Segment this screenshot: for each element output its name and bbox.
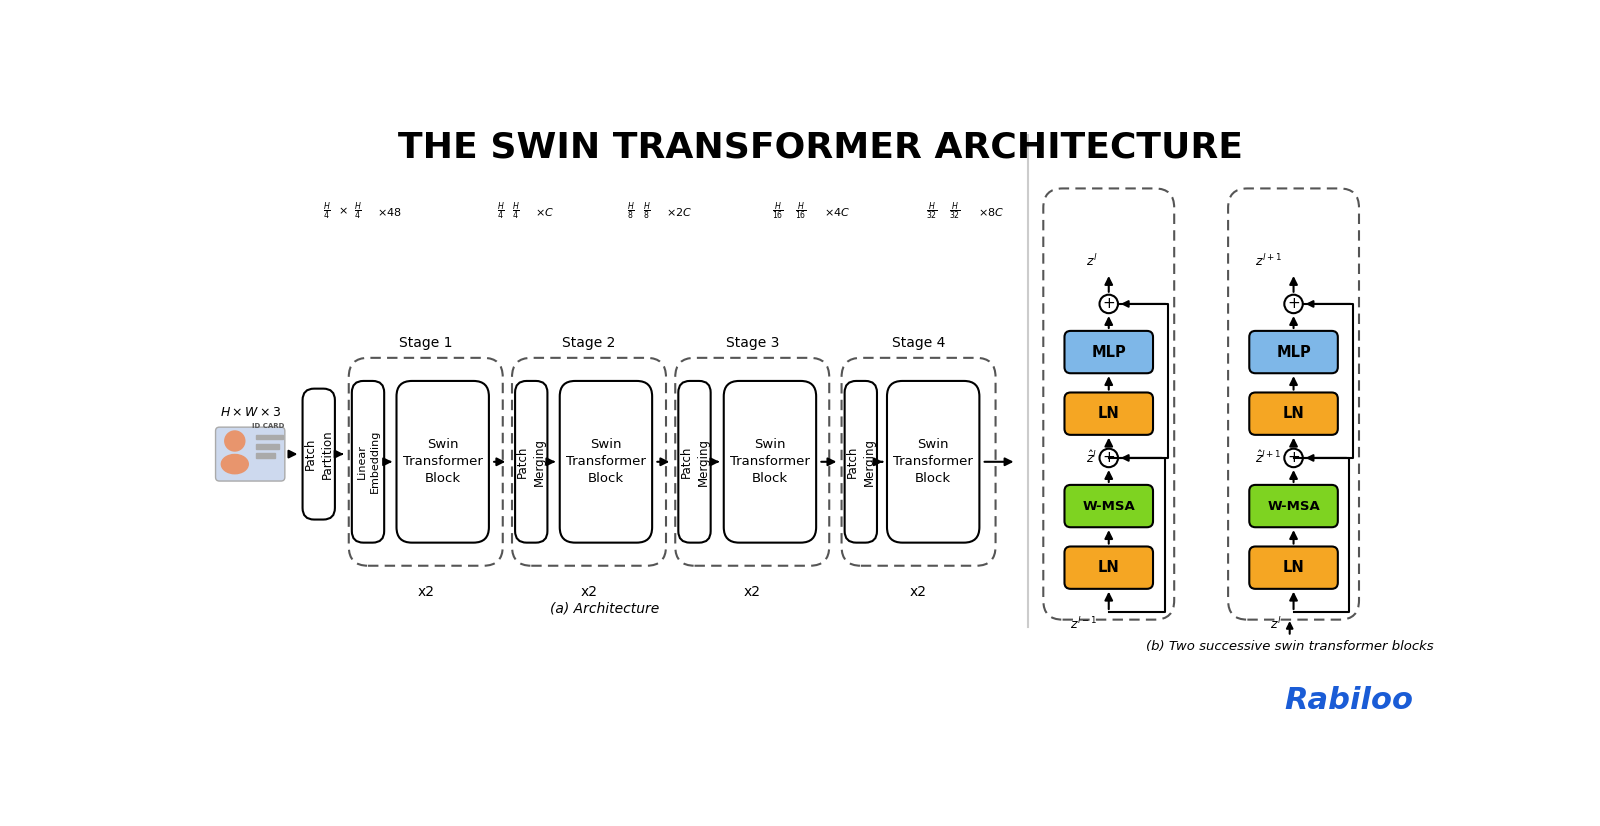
FancyBboxPatch shape xyxy=(397,381,490,543)
Text: $+$: $+$ xyxy=(1102,297,1115,311)
Text: $z^{l-1}$: $z^{l-1}$ xyxy=(1070,616,1098,632)
FancyBboxPatch shape xyxy=(515,381,547,543)
Text: $+$: $+$ xyxy=(1102,450,1115,465)
Text: $\frac{H}{4}$: $\frac{H}{4}$ xyxy=(354,201,362,222)
FancyBboxPatch shape xyxy=(1229,188,1358,620)
Text: x2: x2 xyxy=(744,585,760,599)
Text: $\frac{H}{32}$: $\frac{H}{32}$ xyxy=(949,201,960,222)
Text: Stage 1: Stage 1 xyxy=(398,336,453,350)
FancyBboxPatch shape xyxy=(1250,331,1338,373)
FancyBboxPatch shape xyxy=(678,381,710,543)
FancyBboxPatch shape xyxy=(1064,392,1154,434)
FancyBboxPatch shape xyxy=(886,381,979,543)
Text: Linear
Embedding: Linear Embedding xyxy=(357,430,379,493)
Text: LN: LN xyxy=(1098,560,1120,575)
Text: Swin
Transformer
Block: Swin Transformer Block xyxy=(893,439,973,486)
FancyBboxPatch shape xyxy=(1064,485,1154,527)
Text: $\frac{H}{8}$: $\frac{H}{8}$ xyxy=(627,201,635,222)
Text: x2: x2 xyxy=(418,585,434,599)
FancyBboxPatch shape xyxy=(352,381,384,543)
Text: Patch
Merging: Patch Merging xyxy=(517,438,546,486)
Text: $\times$: $\times$ xyxy=(338,206,347,216)
Text: $\times 48$: $\times 48$ xyxy=(378,206,402,217)
Text: x2: x2 xyxy=(910,585,926,599)
FancyBboxPatch shape xyxy=(723,381,816,543)
FancyBboxPatch shape xyxy=(216,427,285,481)
Text: Stage 2: Stage 2 xyxy=(562,336,616,350)
Text: Swin
Transformer
Block: Swin Transformer Block xyxy=(566,439,646,486)
FancyBboxPatch shape xyxy=(845,381,877,543)
Text: MLP: MLP xyxy=(1277,344,1310,359)
Text: THE SWIN TRANSFORMER ARCHITECTURE: THE SWIN TRANSFORMER ARCHITECTURE xyxy=(397,131,1243,164)
Text: $z^{l}$: $z^{l}$ xyxy=(1086,254,1098,269)
Text: $H \times W \times 3$: $H \times W \times 3$ xyxy=(219,406,282,420)
Text: Swin
Transformer
Block: Swin Transformer Block xyxy=(730,439,810,486)
FancyBboxPatch shape xyxy=(1250,547,1338,589)
Bar xyxy=(256,453,275,458)
Text: $+$: $+$ xyxy=(1286,297,1301,311)
Text: LN: LN xyxy=(1283,406,1304,421)
FancyBboxPatch shape xyxy=(1064,547,1154,589)
Text: $z^{l+1}$: $z^{l+1}$ xyxy=(1254,254,1282,269)
Text: $\frac{H}{16}$: $\frac{H}{16}$ xyxy=(771,201,784,222)
Text: LN: LN xyxy=(1283,560,1304,575)
Text: Rabiloo: Rabiloo xyxy=(1283,686,1413,715)
Text: $\times 8C$: $\times 8C$ xyxy=(978,206,1003,217)
Text: $\times 4C$: $\times 4C$ xyxy=(824,206,850,217)
Text: $\hat{z}^{l+1}$: $\hat{z}^{l+1}$ xyxy=(1256,450,1282,466)
Text: $\frac{H}{16}$: $\frac{H}{16}$ xyxy=(795,201,806,222)
Text: Patch
Merging: Patch Merging xyxy=(680,438,709,486)
Text: $z^{l}$: $z^{l}$ xyxy=(1270,616,1282,632)
FancyBboxPatch shape xyxy=(1064,331,1154,373)
FancyBboxPatch shape xyxy=(512,358,666,566)
Bar xyxy=(256,444,278,449)
Text: $\frac{H}{4}$: $\frac{H}{4}$ xyxy=(512,201,520,222)
Text: LN: LN xyxy=(1098,406,1120,421)
Text: MLP: MLP xyxy=(1091,344,1126,359)
FancyBboxPatch shape xyxy=(1250,485,1338,527)
Text: W-MSA: W-MSA xyxy=(1267,500,1320,513)
Text: Stage 3: Stage 3 xyxy=(725,336,779,350)
Text: (a) Architecture: (a) Architecture xyxy=(550,601,659,615)
Text: $+$: $+$ xyxy=(1286,450,1301,465)
Text: $\frac{H}{32}$: $\frac{H}{32}$ xyxy=(926,201,938,222)
Text: $\hat{z}^{l}$: $\hat{z}^{l}$ xyxy=(1086,450,1098,466)
Text: $\times 2C$: $\times 2C$ xyxy=(666,206,693,217)
FancyBboxPatch shape xyxy=(560,381,653,543)
Ellipse shape xyxy=(221,454,248,474)
Text: Swin
Transformer
Block: Swin Transformer Block xyxy=(403,439,483,486)
FancyBboxPatch shape xyxy=(1250,392,1338,434)
FancyBboxPatch shape xyxy=(1043,188,1174,620)
FancyBboxPatch shape xyxy=(675,358,829,566)
Text: $\frac{H}{4}$: $\frac{H}{4}$ xyxy=(323,201,331,222)
Bar xyxy=(256,434,283,439)
FancyBboxPatch shape xyxy=(842,358,995,566)
Text: Patch
Partition: Patch Partition xyxy=(304,430,334,479)
FancyBboxPatch shape xyxy=(302,389,334,520)
Text: ID CARD: ID CARD xyxy=(251,423,285,429)
FancyBboxPatch shape xyxy=(349,358,502,566)
Text: Stage 4: Stage 4 xyxy=(891,336,946,350)
Text: Patch
Merging: Patch Merging xyxy=(846,438,875,486)
Text: W-MSA: W-MSA xyxy=(1082,500,1134,513)
Text: $\frac{H}{4}$: $\frac{H}{4}$ xyxy=(496,201,504,222)
Text: $\times C$: $\times C$ xyxy=(534,206,554,217)
Circle shape xyxy=(224,431,245,451)
Text: (b) Two successive swin transformer blocks: (b) Two successive swin transformer bloc… xyxy=(1146,640,1434,653)
Text: $\frac{H}{8}$: $\frac{H}{8}$ xyxy=(643,201,651,222)
Text: x2: x2 xyxy=(581,585,597,599)
